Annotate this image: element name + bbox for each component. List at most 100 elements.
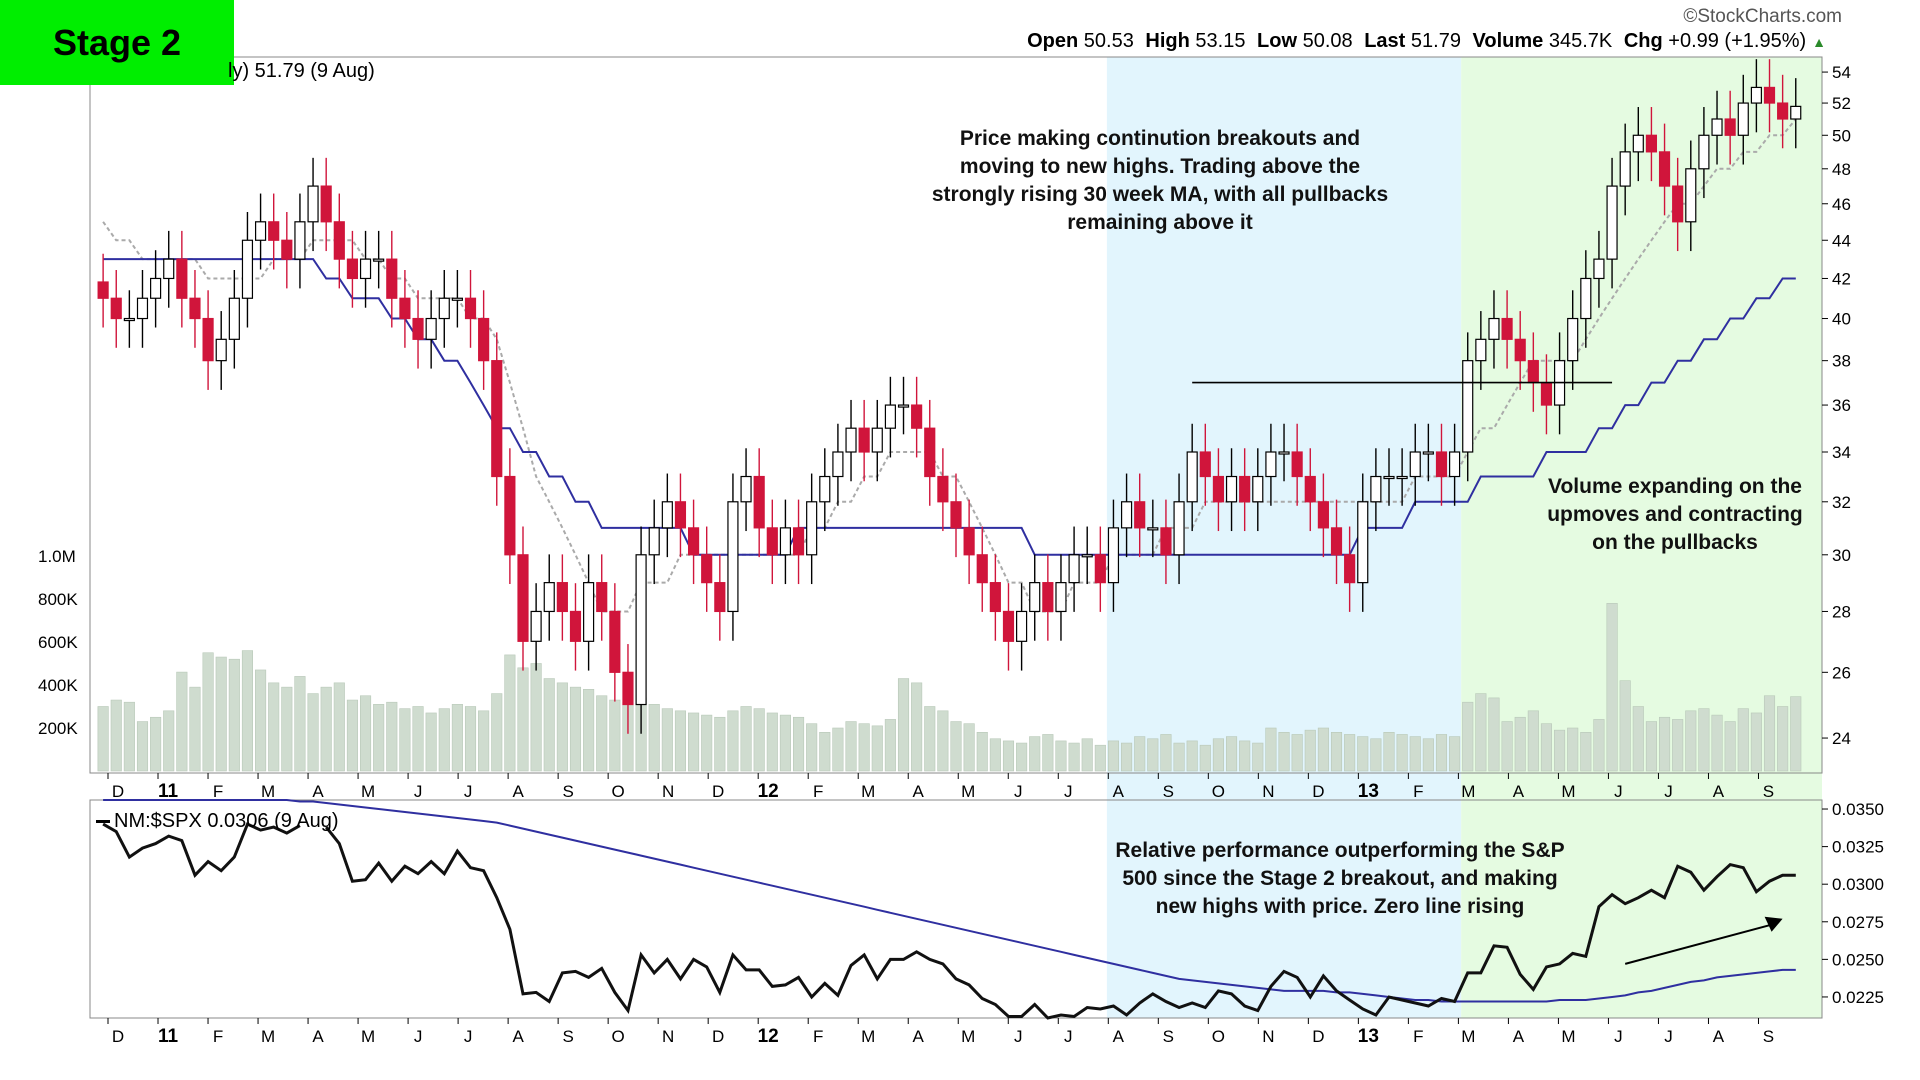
price-tick-label: 38 — [1832, 352, 1851, 371]
candle-up — [727, 501, 739, 613]
date-tick-label: J — [1064, 782, 1073, 801]
high-value: 53.15 — [1195, 30, 1246, 52]
rs-legend-icon — [96, 820, 110, 824]
candle-down — [1304, 475, 1316, 503]
volume-bar — [1344, 734, 1356, 772]
chg-label: Chg — [1623, 30, 1663, 52]
candle-up — [845, 427, 857, 453]
candle-up — [1685, 168, 1697, 223]
rs-tick-label: 0.0250 — [1832, 950, 1884, 969]
low-label: Low — [1257, 30, 1298, 52]
price-panel-frame — [89, 56, 1823, 774]
candle-down — [189, 297, 201, 320]
volume-bar — [819, 731, 831, 772]
candle-up — [1029, 582, 1041, 613]
rs-series-label: NM:$SPX 0.0306 (9 Aug) — [96, 810, 339, 833]
date-tick-label: A — [1113, 1027, 1125, 1046]
volume-bar — [255, 669, 267, 772]
volume-bar — [1252, 742, 1264, 772]
rs-line — [325, 826, 1796, 1020]
candle-up — [819, 475, 831, 503]
volume-bar — [359, 695, 372, 772]
volume-bar — [1160, 734, 1172, 772]
volume-bar — [1291, 734, 1303, 772]
volume-bar — [1514, 716, 1526, 772]
date-tick-label: M — [1461, 782, 1475, 801]
volume-bar — [1488, 697, 1500, 772]
volume-bar — [583, 688, 595, 772]
price-tick-label: 52 — [1832, 94, 1851, 113]
volume-bar — [123, 701, 135, 772]
volume-bar — [596, 695, 608, 772]
volume-bar — [924, 706, 936, 772]
candle-down — [1724, 118, 1736, 136]
date-tick-label: M — [961, 782, 975, 801]
volume-bar — [163, 710, 175, 772]
date-tick-label: J — [1614, 1027, 1623, 1046]
candle-down — [1042, 582, 1054, 613]
date-tick-label: O — [1212, 782, 1225, 801]
stage-badge: Stage 2 — [0, 0, 234, 85]
candle-down — [110, 297, 122, 320]
volume-bar — [950, 721, 962, 772]
candle-up — [1449, 451, 1461, 478]
date-tick-label: D — [712, 1027, 724, 1046]
date-tick-label: O — [1212, 1027, 1225, 1046]
volume-bar — [504, 654, 516, 772]
candle-up — [123, 317, 135, 322]
candle-up — [530, 610, 542, 642]
volume-bar — [1055, 740, 1067, 772]
candle-down — [386, 258, 398, 299]
volume-bar — [911, 682, 923, 772]
volume-bar — [1383, 731, 1395, 772]
candle-down — [963, 527, 975, 556]
candle-down — [622, 671, 634, 706]
candle-up — [1409, 451, 1421, 478]
volume-bar — [976, 731, 988, 772]
date-tick-label: N — [1262, 782, 1274, 801]
price-annotation: Price making continution breakouts and m… — [931, 127, 1389, 234]
volume-bar — [1435, 734, 1448, 772]
volume-bar — [556, 682, 568, 772]
candle-up — [884, 404, 896, 429]
candle-up — [583, 582, 595, 642]
volume-bar — [1658, 716, 1671, 772]
candle-up — [1147, 527, 1159, 531]
date-tick-label: A — [913, 1027, 925, 1046]
candle-up — [1790, 105, 1802, 120]
volume-bar — [1212, 738, 1224, 772]
volume-bar — [189, 686, 201, 772]
date-tick-label: J — [1014, 782, 1023, 801]
candle-down — [97, 281, 109, 299]
date-tick-label: M — [861, 1027, 875, 1046]
candle-down — [491, 360, 503, 478]
candle-down — [504, 475, 516, 556]
volume-bar — [792, 716, 805, 772]
date-tick-label: A — [1513, 1027, 1525, 1046]
price-tick-label: 26 — [1832, 663, 1851, 682]
candle-up — [1016, 610, 1028, 642]
volume-bar — [464, 706, 477, 772]
date-tick-label: S — [562, 1027, 573, 1046]
volume-bar — [1068, 742, 1080, 772]
volume-bar — [399, 708, 411, 772]
price-tick-label: 32 — [1832, 493, 1851, 512]
price-tick-label: 48 — [1832, 160, 1851, 179]
volume-bar — [740, 706, 752, 772]
date-tick-label: S — [562, 782, 573, 801]
volume-bar — [176, 671, 188, 772]
volume-bar — [1763, 695, 1776, 772]
volume-bar — [1422, 738, 1434, 772]
volume-bar — [1081, 738, 1093, 772]
volume-bar — [1672, 719, 1684, 772]
date-tick-label: S — [1763, 782, 1774, 801]
candle-down — [792, 527, 805, 556]
candle-down — [674, 501, 687, 529]
volume-bar — [491, 693, 503, 772]
candle-up — [307, 185, 319, 223]
volume-bar — [1330, 731, 1343, 772]
date-tick-label: F — [1413, 782, 1423, 801]
candle-up — [779, 527, 792, 556]
date-tick-label: S — [1163, 1027, 1174, 1046]
date-tick-label: D — [1312, 782, 1324, 801]
